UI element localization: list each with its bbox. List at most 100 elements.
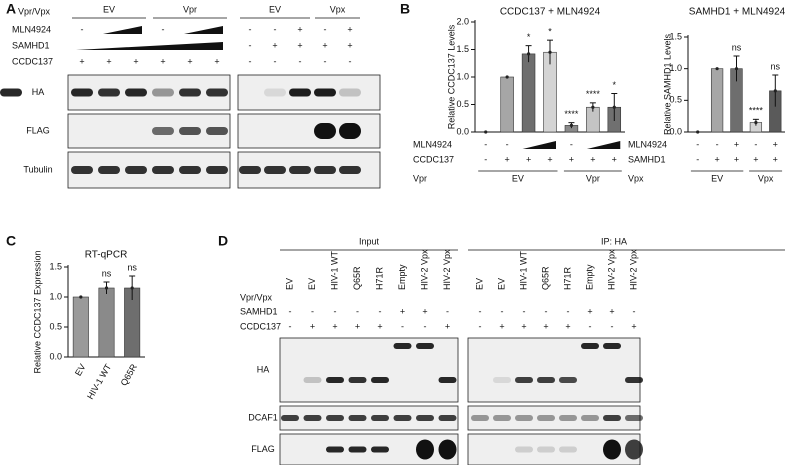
condition-sign: + xyxy=(297,40,302,50)
y-tick-label: 0.0 xyxy=(669,126,682,136)
blot-band xyxy=(515,415,533,421)
blot-band xyxy=(125,88,147,97)
blot-band xyxy=(625,377,643,383)
condition-sign: - xyxy=(484,139,487,149)
condition-sign: + xyxy=(272,40,277,50)
blot-label: DCAF1 xyxy=(248,412,278,422)
blot-band xyxy=(206,166,228,174)
blot-band xyxy=(98,88,120,97)
row-label: CCDC137 xyxy=(413,154,454,164)
data-point xyxy=(484,130,488,134)
blot-band xyxy=(152,166,174,174)
condition-sign: + xyxy=(547,154,552,164)
y-tick-label: 2.0 xyxy=(456,16,469,26)
condition-sign: + xyxy=(526,154,531,164)
blot-band xyxy=(152,127,174,135)
row-header: Vpr/Vpx xyxy=(18,6,51,16)
blot-band xyxy=(152,88,174,97)
blot-band xyxy=(348,415,367,421)
condition-sign: - xyxy=(424,321,427,331)
condition-sign: - xyxy=(162,24,165,34)
condition-sign: - xyxy=(506,139,509,149)
blot-band xyxy=(416,415,434,421)
blot-band xyxy=(98,166,120,174)
condition-sign: - xyxy=(274,56,277,66)
condition-sign: + xyxy=(612,154,617,164)
lane-label: H71R xyxy=(562,266,572,290)
condition-sign: + xyxy=(422,306,427,316)
blot-band xyxy=(371,377,389,383)
x-tick-label: Q65R xyxy=(119,362,140,388)
data-point xyxy=(569,123,574,127)
row-label: SAMHD1 xyxy=(240,306,278,316)
blot-band xyxy=(603,415,621,421)
blot-band xyxy=(206,127,228,135)
condition-sign: - xyxy=(523,306,526,316)
chart-title: CCDC137 + MLN4924 xyxy=(500,7,601,18)
blot-band xyxy=(339,88,361,97)
blot-band xyxy=(71,88,93,97)
condition-sign: - xyxy=(289,306,292,316)
lane-label: HIV-2 Vpx xyxy=(419,249,429,290)
data-point xyxy=(696,130,700,134)
row-label: Vpr/Vpx xyxy=(240,292,273,302)
blot-band xyxy=(559,377,577,383)
condition-sign: - xyxy=(570,139,573,149)
condition-sign: + xyxy=(734,139,739,149)
condition-sign: - xyxy=(311,306,314,316)
blot-band xyxy=(537,377,555,383)
bar xyxy=(72,296,89,358)
condition-sign: + xyxy=(355,321,360,331)
panel-label: A xyxy=(6,1,16,17)
data-point xyxy=(505,75,509,79)
y-axis-label: Relative SAMHD1 Levels xyxy=(662,33,672,135)
group-label: Vpx xyxy=(330,4,346,14)
group-label: Vpr xyxy=(183,4,197,14)
y-tick-label: 0.0 xyxy=(456,126,469,136)
group-label: Vpr xyxy=(586,173,600,183)
blot-band xyxy=(471,415,489,421)
condition-sign: + xyxy=(521,321,526,331)
condition-sign: - xyxy=(356,306,359,316)
row-label: MLN4924 xyxy=(12,24,51,34)
blot-band xyxy=(314,123,336,139)
row-label: SAMHD1 xyxy=(12,40,50,50)
blot-label: HA xyxy=(32,87,45,97)
row-label: Vpr xyxy=(413,173,427,183)
blot-band xyxy=(326,446,344,453)
data-point xyxy=(715,67,719,71)
chart-title: SAMHD1 + MLN4924 xyxy=(689,7,786,18)
condition-sign: + xyxy=(499,321,504,331)
lane-label: Empty xyxy=(584,264,594,290)
ramp xyxy=(103,26,142,34)
condition-sign: - xyxy=(299,56,302,66)
blot-band xyxy=(339,166,361,174)
blot-band xyxy=(303,415,322,421)
condition-sign: - xyxy=(334,306,337,316)
blot-label: Tubulin xyxy=(23,164,52,174)
blot-band xyxy=(371,415,389,421)
condition-sign: + xyxy=(714,154,719,164)
condition-sign: - xyxy=(501,306,504,316)
lane-label: EV xyxy=(474,278,484,290)
lane-label: Q65R xyxy=(352,266,362,290)
blot-band xyxy=(179,166,201,174)
condition-sign: - xyxy=(589,321,592,331)
blot-band xyxy=(438,377,457,383)
condition-sign: + xyxy=(505,154,510,164)
row-label: CCDC137 xyxy=(240,321,281,331)
significance: ns xyxy=(102,268,112,278)
condition-sign: + xyxy=(322,40,327,50)
condition-sign: - xyxy=(289,321,292,331)
blot-band xyxy=(289,88,311,97)
condition-sign: + xyxy=(609,306,614,316)
blot-band xyxy=(326,415,344,421)
condition-sign: - xyxy=(479,321,482,331)
condition-sign: - xyxy=(249,56,252,66)
bar xyxy=(710,68,724,133)
bar xyxy=(98,287,115,358)
blot-band xyxy=(581,415,599,421)
condition-sign: + xyxy=(569,154,574,164)
condition-sign: - xyxy=(479,306,482,316)
data-point xyxy=(104,286,109,290)
